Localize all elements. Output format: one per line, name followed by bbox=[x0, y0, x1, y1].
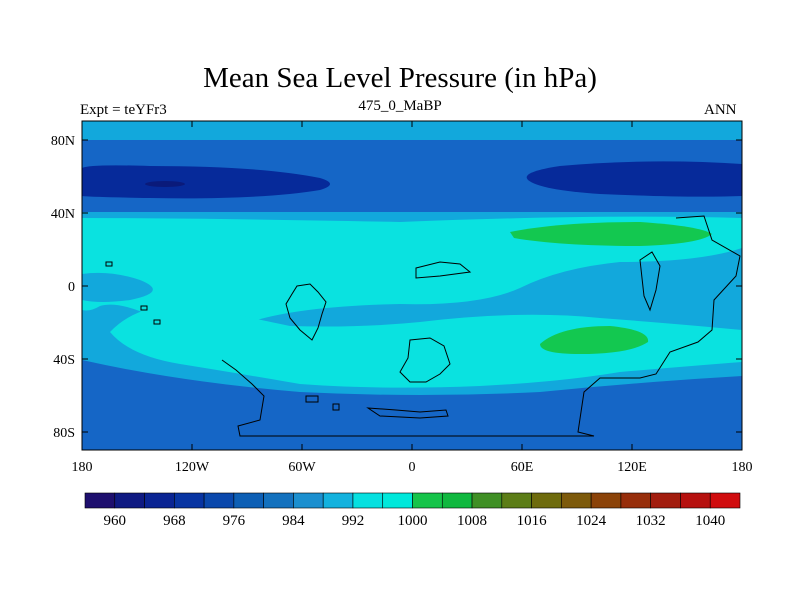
colorbar-label: 1024 bbox=[576, 513, 607, 529]
coastline-europe bbox=[415, 261, 472, 279]
lon-tick-label: 0 bbox=[409, 460, 416, 475]
coastline-islet-4 bbox=[153, 319, 161, 325]
colorbar-swatch bbox=[709, 492, 741, 509]
highest-region-north bbox=[510, 222, 712, 246]
time-label: 475_0_MaBP bbox=[358, 98, 442, 114]
colorbar: 960 968 976 984 992 1000 1008 1016 1024 1032 1040 bbox=[84, 492, 741, 529]
colorbar-swatch bbox=[441, 492, 473, 509]
colorbar-swatch bbox=[84, 492, 116, 509]
colorbar-label: 968 bbox=[163, 513, 186, 529]
coastline-islet-3 bbox=[105, 261, 113, 267]
colorbar-swatch bbox=[174, 492, 205, 509]
colorbar-swatch bbox=[680, 492, 711, 509]
coastline-islet-1 bbox=[332, 403, 340, 411]
colorbar-swatch bbox=[233, 492, 264, 509]
plot-title: Mean Sea Level Pressure (in hPa) bbox=[203, 62, 597, 94]
coastline-africa bbox=[399, 337, 451, 383]
colorbar-swatch bbox=[590, 492, 622, 509]
lon-tick-label: 180 bbox=[732, 460, 753, 475]
colorbar-swatch bbox=[412, 492, 443, 509]
coastline-islet-2 bbox=[305, 395, 319, 403]
colorbar-swatch bbox=[144, 492, 175, 509]
coastline-south-america bbox=[285, 283, 327, 341]
high-region-southern bbox=[110, 305, 742, 388]
colorbar-label: 992 bbox=[342, 513, 365, 529]
colorbar-swatch bbox=[561, 492, 592, 509]
colorbar-label: 1000 bbox=[398, 513, 428, 529]
colorbar-swatch bbox=[114, 492, 145, 509]
colorbar-swatch bbox=[471, 492, 503, 509]
lon-tick-label: 180 bbox=[72, 460, 93, 475]
low-region-north-pacific bbox=[82, 165, 330, 199]
colorbar-label: 984 bbox=[282, 513, 305, 529]
lat-tick-label: 40N bbox=[51, 207, 75, 222]
season-label: ANN bbox=[704, 102, 737, 118]
longitude-axis: 180 120W 60W 0 60E 120E 180 bbox=[72, 121, 753, 475]
highest-region-south bbox=[540, 326, 649, 354]
lon-tick-label: 120E bbox=[617, 460, 647, 475]
latitude-axis: 80N 40N 0 40S 80S bbox=[51, 134, 742, 441]
colorbar-label: 960 bbox=[104, 513, 127, 529]
colorbar-label: 976 bbox=[223, 513, 246, 529]
low-core bbox=[145, 181, 185, 187]
lon-tick-label: 120W bbox=[175, 460, 210, 475]
colorbar-swatch bbox=[620, 492, 651, 509]
lat-tick-label: 80S bbox=[53, 426, 75, 441]
colorbar-label: 1008 bbox=[457, 513, 487, 529]
mid-gap-left bbox=[82, 272, 153, 302]
coastline-antarctic-islands bbox=[366, 407, 449, 419]
colorbar-swatch bbox=[203, 492, 235, 509]
band-low-south bbox=[82, 360, 742, 450]
colorbar-swatch bbox=[501, 492, 532, 509]
lat-tick-label: 0 bbox=[68, 280, 75, 295]
coastlines bbox=[105, 215, 741, 437]
lat-tick-label: 40S bbox=[53, 353, 75, 368]
coastline-asia bbox=[639, 251, 661, 312]
low-region-north-atlantic bbox=[526, 161, 742, 197]
coastline-east-asia bbox=[221, 215, 741, 437]
colorbar-swatch bbox=[382, 492, 413, 509]
high-region-tropics bbox=[82, 216, 742, 330]
lon-tick-label: 60E bbox=[511, 460, 534, 475]
experiment-label: Expt = teYFr3 bbox=[80, 102, 167, 118]
colorbar-swatch bbox=[293, 492, 324, 509]
colorbar-swatch bbox=[531, 492, 562, 509]
colorbar-swatch bbox=[263, 492, 294, 509]
colorbar-label: 1016 bbox=[517, 513, 548, 529]
colorbar-label: 1040 bbox=[695, 513, 725, 529]
lon-tick-label: 60W bbox=[288, 460, 316, 475]
coastline-islet-5 bbox=[140, 305, 148, 311]
colorbar-label: 1032 bbox=[636, 513, 666, 529]
lat-tick-label: 80N bbox=[51, 134, 75, 149]
colorbar-swatch bbox=[650, 492, 681, 509]
colorbar-swatch bbox=[352, 492, 384, 509]
colorbar-swatch bbox=[322, 492, 354, 509]
